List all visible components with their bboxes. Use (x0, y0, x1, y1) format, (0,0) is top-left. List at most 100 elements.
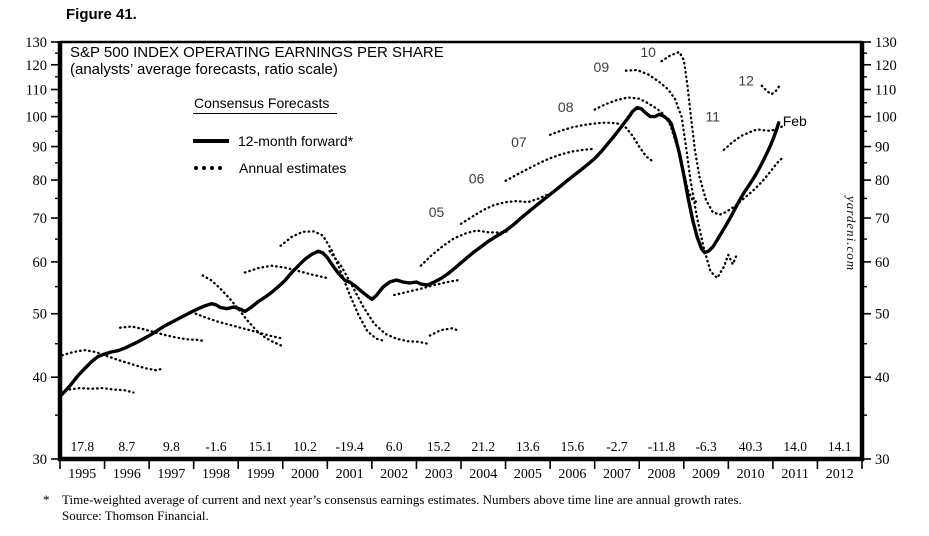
y-axis-label-right: 130 (875, 35, 897, 51)
annual-estimate-line-2012 (760, 83, 782, 96)
chart-title: S&P 500 INDEX OPERATING EARNINGS PER SHA… (70, 44, 444, 61)
y-axis-label-right: 90 (875, 140, 890, 156)
growth-rate-label: -19.4 (336, 439, 364, 454)
annual-estimate-line-2007 (548, 121, 654, 163)
growth-rate-label: -6.3 (695, 439, 717, 454)
solid-line-swatch (193, 139, 229, 143)
y-axis-label-right: 30 (875, 452, 890, 468)
footnote-line-2: Source: Thomson Financial. (62, 508, 209, 523)
x-year-label: 2008 (648, 467, 676, 482)
y-axis-label-left: 70 (33, 211, 48, 227)
growth-rate-label: 6.0 (386, 439, 403, 454)
legend: Consensus Forecasts 12-month forward* An… (193, 95, 353, 177)
annual-estimate-line-1995 (60, 386, 135, 394)
x-year-label: 2005 (514, 467, 542, 482)
growth-rate-label: 21.2 (471, 439, 495, 454)
dotted-line-swatch (193, 166, 230, 170)
x-year-label: 1999 (247, 467, 275, 482)
x-year-label: 2010 (737, 467, 765, 482)
growth-rate-label: 14.1 (828, 439, 852, 454)
x-year-label: 2000 (291, 467, 319, 482)
y-axis-label-left: 50 (33, 307, 48, 323)
x-year-label: 2006 (558, 467, 586, 482)
growth-rate-label: 13.6 (516, 439, 540, 454)
annual-estimate-line-2010 (660, 50, 783, 216)
annual-estimate-label-05: 05 (429, 204, 445, 220)
annual-estimate-line-2011 (722, 125, 783, 151)
line-end-label: Feb (783, 113, 807, 129)
annual-estimate-line-2000 (243, 264, 329, 280)
growth-rate-label: 10.2 (293, 439, 317, 454)
growth-rate-label: 15.2 (427, 439, 451, 454)
legend-item-forward-label: 12-month forward* (238, 133, 354, 149)
y-axis-label-left: 130 (25, 35, 47, 51)
annual-estimate-label-10: 10 (640, 44, 656, 60)
y-axis-label-right: 60 (875, 255, 890, 271)
legend-item-annual: Annual estimates (193, 159, 353, 177)
annual-estimate-line-2003b (393, 278, 460, 297)
legend-item-annual-label: Annual estimates (239, 160, 347, 176)
annual-estimate-line-2001 (279, 230, 387, 343)
footnote-text: Time-weighted average of current and nex… (62, 492, 862, 524)
x-year-label: 2007 (603, 467, 631, 482)
annual-estimate-label-11: 11 (705, 109, 720, 125)
growth-rate-label: 9.8 (163, 439, 180, 454)
footnote-line-1: Time-weighted average of current and nex… (62, 492, 742, 507)
annual-estimate-label-12: 12 (738, 73, 754, 89)
annual-estimate-line-2006 (504, 147, 596, 182)
growth-rate-label: -1.6 (205, 439, 227, 454)
annual-estimate-line-2002 (328, 250, 429, 345)
annual-estimate-line-2003 (428, 327, 460, 337)
growth-rate-label: 15.6 (561, 439, 585, 454)
growth-rate-label: -11.8 (648, 439, 676, 454)
x-year-label: 2001 (336, 467, 364, 482)
y-axis-label-right: 50 (875, 307, 890, 323)
x-year-label: 1995 (68, 467, 96, 482)
growth-rate-label: 17.8 (70, 439, 94, 454)
annual-estimate-line-1997 (118, 325, 206, 343)
growth-rate-label: 8.7 (118, 439, 135, 454)
series-group (60, 50, 783, 398)
x-year-label: 2002 (380, 467, 408, 482)
x-year-label: 1996 (113, 467, 141, 482)
y-axis-label-left: 100 (25, 110, 47, 126)
y-axis-label-right: 100 (875, 110, 897, 126)
y-axis-label-right: 40 (875, 370, 890, 386)
footnote: * Time-weighted average of current and n… (43, 492, 862, 524)
forward-eps-line (60, 106, 781, 398)
y-axis-label-right: 80 (875, 173, 890, 189)
y-axis-label-left: 30 (33, 452, 48, 468)
legend-item-forward: 12-month forward* (193, 132, 353, 150)
x-year-label: 1998 (202, 467, 230, 482)
x-year-label: 1997 (157, 467, 185, 482)
growth-rate-label: -2.7 (606, 439, 628, 454)
annual-estimate-line-2004 (419, 229, 509, 267)
annual-estimate-label-06: 06 (469, 170, 485, 186)
annual-estimate-label-07: 07 (511, 134, 527, 150)
y-axis-label-left: 120 (25, 58, 47, 74)
y-axis-label-left: 90 (33, 140, 48, 156)
y-axis-label-right: 70 (875, 211, 890, 227)
legend-heading: Consensus Forecasts (193, 95, 338, 114)
x-year-label: 2003 (425, 467, 453, 482)
y-axis-label-left: 110 (26, 83, 47, 99)
annual-estimate-line-1998 (201, 274, 284, 348)
figure-number-label: Figure 41. (66, 6, 137, 23)
chart-subtitle: (analysts’ average forecasts, ratio scal… (70, 61, 338, 78)
x-year-label: 2012 (826, 467, 854, 482)
y-axis-label-right: 120 (875, 58, 897, 74)
y-axis-label-right: 110 (875, 83, 896, 99)
footnote-asterisk: * (43, 492, 50, 507)
growth-rate-label: 14.0 (783, 439, 807, 454)
annual-estimate-line-2005 (459, 192, 552, 225)
watermark-yardeni: yardeni.com (844, 196, 859, 272)
annual-estimate-line-1999 (190, 310, 282, 340)
x-year-label: 2004 (469, 467, 497, 482)
growth-rate-label: 40.3 (739, 439, 763, 454)
x-year-label: 2011 (781, 467, 808, 482)
y-axis-label-left: 40 (33, 370, 48, 386)
x-year-label: 2009 (692, 467, 720, 482)
annual-estimate-label-08: 08 (558, 99, 574, 115)
